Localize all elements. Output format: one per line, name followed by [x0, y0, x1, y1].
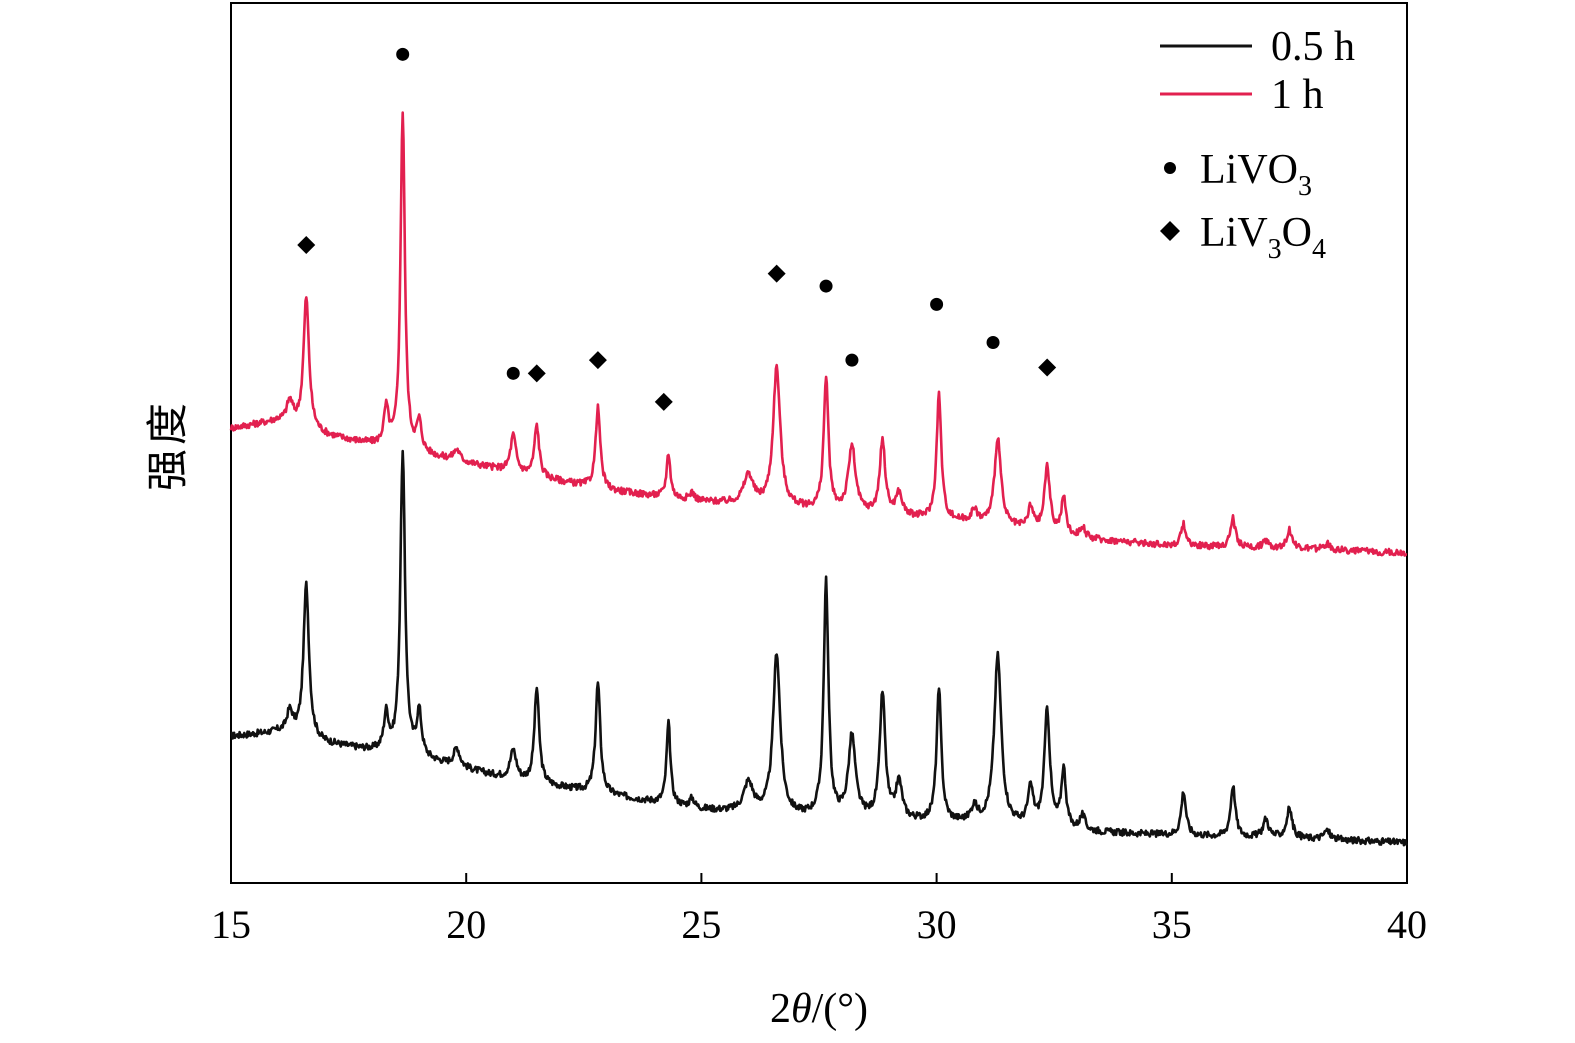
legend-label-1h: 1 h: [1271, 72, 1324, 118]
series-lines: [229, 111, 1409, 847]
x-tick-label-20: 20: [446, 902, 486, 947]
x-tick-label-30: 30: [917, 902, 957, 947]
y-axis-label: 强度: [146, 399, 192, 491]
marker-circle-7: [819, 279, 833, 293]
x-tick-label-25: 25: [681, 902, 721, 947]
x-tick-label-15: 15: [211, 902, 251, 947]
plot-frame: [230, 2, 1408, 884]
legend-circle-icon: [1164, 162, 1176, 174]
series-line-0.5h: [230, 449, 1409, 847]
marker-diamond-5: [654, 392, 673, 411]
x-axis-label: 2θ/(°): [770, 986, 868, 1032]
marker-diamond-6: [767, 264, 786, 283]
legend: 0.5 h 1 h LiVO3 LiV3O4: [1160, 24, 1355, 265]
legend-label-liv3o4: LiV3O4: [1200, 210, 1326, 265]
marker-circle-8: [845, 353, 859, 367]
marker-diamond-11: [1038, 358, 1057, 377]
x-tick-label-40: 40: [1387, 902, 1427, 947]
legend-label-0.5h: 0.5 h: [1271, 24, 1355, 70]
marker-circle-10: [986, 336, 1000, 350]
marker-diamond-3: [527, 364, 546, 383]
marker-diamond-4: [588, 351, 607, 370]
legend-diamond-icon: [1160, 221, 1180, 241]
legend-label-livo3: LiVO3: [1200, 147, 1312, 202]
marker-circle-1: [396, 47, 410, 61]
x-axis-ticks: [230, 873, 1408, 883]
series-line-1h: [229, 111, 1408, 557]
marker-circle-2: [506, 366, 520, 380]
marker-circle-9: [930, 297, 944, 311]
x-axis-tick-labels: 15 20 25 30 35 40: [211, 902, 1427, 947]
x-tick-label-35: 35: [1152, 902, 1192, 947]
phase-markers: [297, 47, 1057, 411]
marker-diamond-0: [297, 236, 316, 254]
